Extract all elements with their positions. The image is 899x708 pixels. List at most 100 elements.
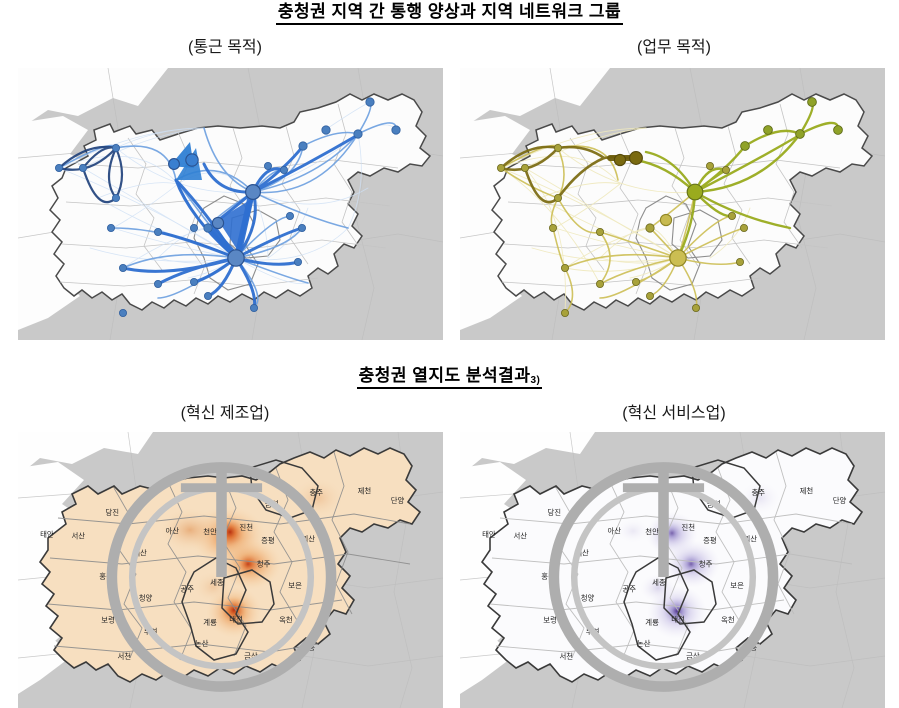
node-yesan [554, 194, 563, 203]
node-eumseong [298, 141, 308, 151]
node-nonsan [631, 277, 640, 286]
node-asan [613, 153, 627, 167]
region-label-buyeo: 부여 [586, 627, 600, 636]
region-label-jincheon: 진천 [239, 523, 253, 532]
region-label-dangjin: 당진 [105, 508, 119, 517]
map-panel-commute-network[interactable] [18, 68, 443, 340]
node-nonsan [189, 277, 198, 286]
region-label-geumsan: 금산 [686, 651, 700, 660]
region-label-okcheon: 옥천 [721, 615, 735, 624]
hotspot-asan [617, 519, 649, 543]
region-label-eumseong: 음성 [707, 500, 721, 509]
node-dangjin [554, 144, 563, 153]
node-goesan [353, 129, 363, 139]
map-panel-manufacturing-heatmap[interactable]: 태안 서산 당진 예산 아산 천안 홍성 청양 보령 부여 서천 공주 세종 계… [18, 432, 443, 708]
map-panel-business-network[interactable] [460, 68, 885, 340]
node-dangjin [112, 144, 121, 153]
region-label-cheonan: 천안 [645, 528, 659, 537]
node-seosan [79, 164, 88, 173]
region-label-seosan: 서산 [71, 531, 85, 540]
region-label-sejong: 세종 [652, 578, 666, 587]
region-label-cheongju: 청주 [257, 559, 271, 568]
section-title-network: 충청권 지역 간 통행 양상과 지역 네트워크 그룹 [0, 0, 899, 25]
region-label-seosan: 서산 [513, 531, 527, 540]
node-jecheon [807, 97, 817, 107]
subtitle-row-network: (통근 목적) (업무 목적) [0, 33, 899, 57]
node-goesan [795, 129, 805, 139]
node-seosan [521, 164, 530, 173]
sea-area [460, 432, 595, 476]
region-label-cheongju: 청주 [699, 559, 713, 568]
node-gongju [645, 223, 655, 233]
region-label-seocheon: 서천 [559, 652, 573, 661]
region-label-cheongyang: 청양 [581, 593, 595, 602]
node-gongju [203, 223, 213, 233]
region-label-gyeryong: 계룡 [645, 618, 659, 627]
region-label-taean: 태안 [482, 530, 496, 539]
node-taean [55, 164, 64, 173]
region-label-jeungpyeong: 증평 [261, 536, 275, 545]
map-panel-service-heatmap[interactable]: 태안 서산 당진 예산 아산 천안 홍성 청양 보령 부여 서천 공주 세종 계… [460, 432, 885, 708]
section-title-heatmap: 충청권 열지도 분석결과3) [0, 361, 899, 389]
region-label-hongseong: 홍성 [99, 572, 113, 581]
node-sejong [659, 213, 673, 227]
region-label-geumsan: 금산 [244, 651, 258, 660]
region-label-goesan: 괴산 [743, 535, 757, 544]
region-label-taean: 태안 [40, 530, 54, 539]
region-label-eumseong: 음성 [265, 500, 279, 509]
region-label-jeungpyeong: 증평 [703, 536, 717, 545]
node-sejong [211, 216, 225, 230]
node-chungju [321, 125, 331, 135]
node-seocheon [119, 308, 128, 317]
node-buyeo [153, 279, 162, 288]
region-label-asan: 아산 [607, 526, 621, 535]
node-geumsan [249, 303, 258, 312]
node-jeungpyeong [279, 166, 288, 175]
node-cheonan [629, 151, 643, 165]
flow-arrow-daejeon [218, 198, 253, 254]
region-label-buyeo: 부여 [144, 627, 158, 636]
node-geumsan [691, 303, 700, 312]
region-label-daejeon: 대전 [671, 615, 685, 624]
node-eumseong [740, 141, 750, 151]
node-taean [497, 164, 506, 173]
subtitle-service: (혁신 서비스업) [622, 405, 726, 422]
section-title-heatmap-superscript: 3) [530, 375, 541, 386]
node-okcheon [735, 257, 744, 266]
region-label-yeongdong: 영동 [301, 643, 315, 652]
node-cheonan [185, 153, 199, 167]
subtitle-row-heatmap: (혁신 제조업) (혁신 서비스업) [0, 399, 899, 423]
sea-area [18, 68, 168, 130]
node-buyeo [595, 279, 604, 288]
region-label-jincheon: 진천 [681, 523, 695, 532]
service-heatmap-svg: 태안 서산 당진 예산 아산 천안 홍성 청양 보령 부여 서천 공주 세종 계… [460, 432, 885, 708]
node-boeun [285, 211, 294, 220]
node-cheongyang [595, 227, 604, 236]
region-label-chungju: 충주 [309, 488, 323, 497]
region-label-boryeong: 보령 [101, 615, 115, 624]
section-title-heatmap-text: 충청권 열지도 분석결과 [358, 366, 531, 385]
node-danyang [833, 125, 843, 135]
subtitle-commute: (통근 목적) [188, 39, 262, 56]
region-label-boeun: 보은 [730, 581, 744, 590]
region-label-danyang: 단양 [833, 496, 847, 505]
network-nodes [497, 97, 843, 317]
node-hongseong [107, 223, 116, 232]
section-title-network-text: 충청권 지역 간 통행 양상과 지역 네트워크 그룹 [277, 2, 622, 21]
region-label-asan: 아산 [165, 526, 179, 535]
node-sejong-minor [189, 223, 198, 232]
node-boryeong [561, 263, 570, 272]
region-label-cheonan: 천안 [203, 528, 217, 537]
node-jeungpyeong [721, 166, 730, 175]
sea-area [460, 68, 610, 130]
node-boeun [727, 211, 736, 220]
region-label-boeun: 보은 [288, 581, 302, 590]
region-label-jecheon: 제천 [800, 486, 814, 495]
subtitle-business: (업무 목적) [637, 39, 711, 56]
node-jincheon [263, 162, 272, 171]
hub-nodes [168, 153, 262, 267]
node-yesan [112, 194, 121, 203]
region-label-goesan: 괴산 [301, 535, 315, 544]
node-hongseong [549, 223, 558, 232]
